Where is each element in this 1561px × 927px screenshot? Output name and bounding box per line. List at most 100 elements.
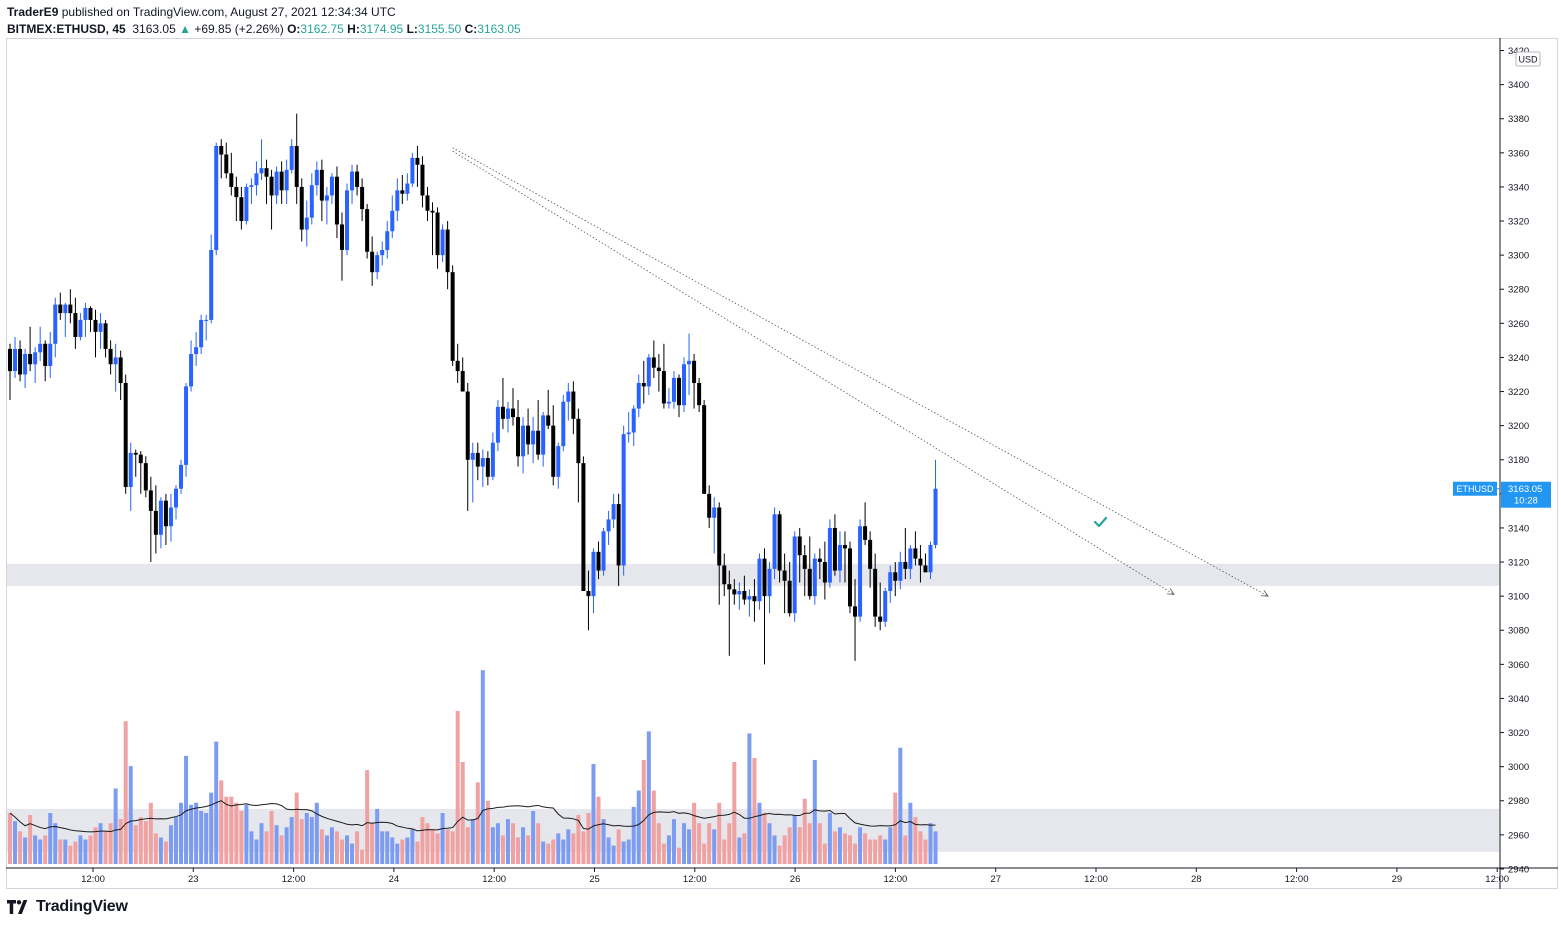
tradingview-footer[interactable]: TradingView — [7, 898, 128, 916]
low-value: 3155.50 — [417, 22, 462, 36]
candle-body — [470, 452, 475, 460]
volume-bar — [400, 839, 405, 864]
candle-body — [370, 251, 375, 273]
volume-bar — [93, 827, 98, 864]
volume-bar — [440, 813, 445, 864]
volume-bar — [18, 831, 23, 864]
candle-body — [148, 490, 153, 511]
volume-bar — [928, 823, 933, 864]
ticker-badge — [1453, 481, 1497, 496]
candle-body — [375, 255, 380, 273]
time-tick-label: 29 — [1392, 874, 1403, 885]
price-tick-label: 3080 — [1508, 626, 1529, 637]
price-axis: 3420340033803360334033203300328032603240… — [1453, 38, 1551, 889]
volume-bar — [485, 800, 490, 864]
candle-body — [63, 304, 68, 314]
candle-body — [490, 442, 495, 477]
candle-body — [440, 229, 445, 256]
candle-body — [732, 589, 737, 595]
volume-bar — [385, 831, 390, 864]
candle-body — [460, 371, 465, 392]
volume-bar — [712, 829, 717, 864]
volume-bar — [179, 802, 184, 864]
candle-body — [93, 319, 98, 332]
volume-bar — [500, 835, 505, 864]
low-label: L: — [406, 22, 418, 36]
volume-bar — [646, 731, 651, 864]
candle-body — [676, 377, 681, 406]
volume-bar — [893, 792, 898, 864]
candle-body — [873, 568, 878, 617]
volume-bar — [792, 815, 797, 864]
chart-frame[interactable]: 3420340033803360334033203300328032603240… — [6, 38, 1558, 889]
candle-body — [531, 430, 536, 445]
candle-body — [772, 514, 777, 569]
price-tick-label: 3240 — [1508, 353, 1529, 364]
candle-body — [345, 190, 350, 251]
candle-body — [13, 348, 18, 372]
support-zone — [7, 563, 1499, 586]
candle-body — [143, 463, 148, 491]
volume-bar — [319, 829, 324, 864]
candle-body — [18, 348, 23, 375]
volume-bar — [204, 813, 209, 864]
volume-bar — [239, 810, 244, 864]
volume-bar — [787, 827, 792, 864]
volume-bar — [355, 831, 360, 864]
volume-bar — [883, 839, 888, 864]
candle-body — [73, 313, 78, 337]
volume-bar — [707, 823, 712, 864]
volume-bar — [410, 829, 415, 864]
candle-body — [123, 383, 128, 488]
volume-bar — [878, 835, 883, 864]
volume-bar — [405, 837, 410, 864]
time-tick-label: 23 — [188, 874, 199, 885]
candle-body — [747, 596, 752, 600]
candle-body — [98, 323, 103, 332]
price-tick-label: 3360 — [1508, 148, 1529, 159]
candle-body — [450, 272, 455, 361]
symbol-label[interactable]: BITMEX:ETHUSD, 45 — [7, 22, 126, 36]
candle-body — [651, 357, 656, 368]
candle-body — [360, 186, 365, 210]
chart-border — [6, 38, 1558, 889]
candle-body — [737, 591, 742, 595]
volume-bar — [903, 835, 908, 864]
volume-bar — [656, 823, 661, 864]
volume-bar — [526, 835, 531, 864]
candle-body — [118, 357, 123, 384]
candle-body — [229, 173, 234, 187]
volume-bar — [797, 827, 802, 864]
candle-body — [168, 507, 173, 527]
volume-bar — [636, 790, 641, 864]
candle-body — [898, 562, 903, 581]
candle-body — [827, 527, 832, 583]
volume-bar — [460, 762, 465, 864]
author-name[interactable]: TraderE9 — [7, 5, 59, 19]
candle-body — [430, 210, 435, 213]
candle-body — [888, 572, 893, 592]
volume-bar — [470, 819, 475, 864]
volume-bar — [33, 835, 38, 864]
candle-body — [455, 360, 460, 372]
volume-bar — [68, 845, 73, 864]
candle-body — [68, 304, 73, 314]
volume-bar — [566, 829, 571, 864]
candle-body — [480, 458, 485, 467]
candle-body — [294, 146, 299, 187]
volume-bar — [173, 817, 178, 864]
price-tick-label: 3200 — [1508, 421, 1529, 432]
price-chart[interactable]: 3420340033803360334033203300328032603240… — [6, 38, 1558, 889]
volume-bar — [375, 808, 380, 864]
trendline-arrow-icon — [1166, 588, 1175, 595]
time-tick-label: 12:00 — [282, 874, 306, 885]
candle-body — [571, 391, 576, 419]
candle-body — [792, 536, 797, 614]
trendline-arrow-icon — [1260, 590, 1269, 597]
candle-body — [103, 323, 108, 349]
volume-bar — [601, 819, 606, 864]
volume-bar — [339, 839, 344, 864]
candle-body — [184, 386, 189, 465]
candle-body — [556, 446, 561, 477]
volume-bar — [641, 759, 646, 864]
